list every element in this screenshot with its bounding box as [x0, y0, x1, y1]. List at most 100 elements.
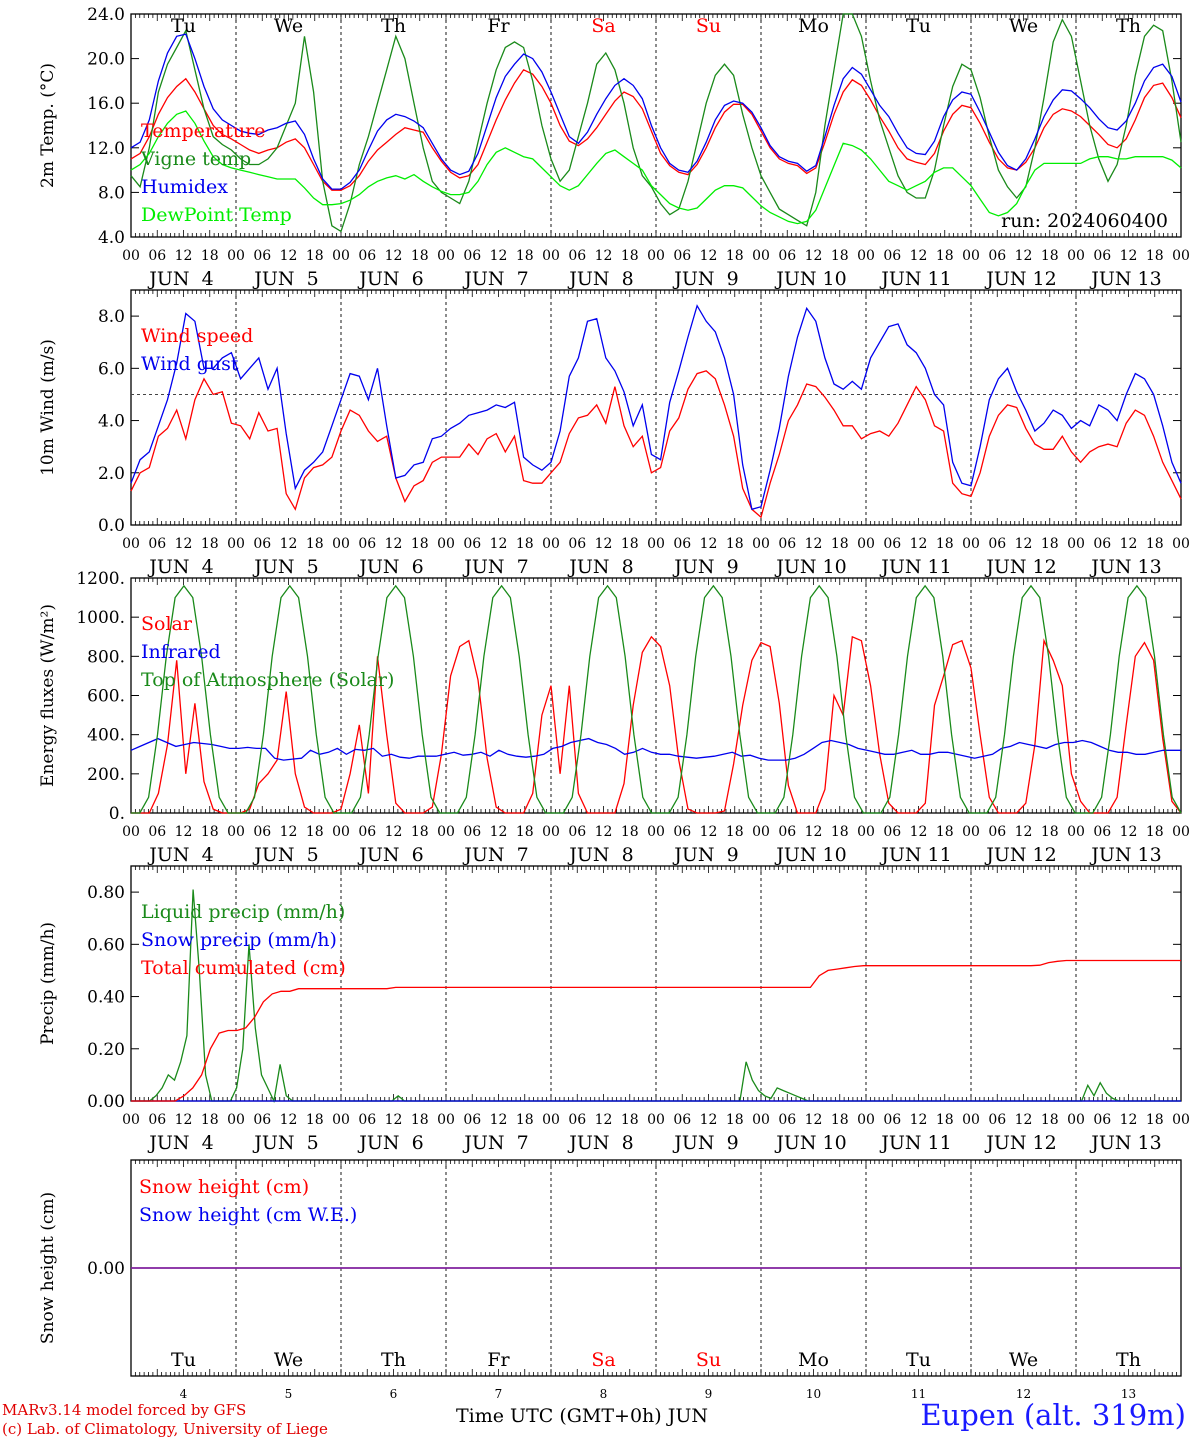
hour-tick-label: 12: [385, 248, 403, 264]
hour-tick-label: 12: [1120, 536, 1138, 552]
hour-tick-label: 18: [1041, 248, 1059, 264]
weekday-label: Su: [696, 15, 721, 37]
hour-tick-label: 06: [988, 824, 1006, 840]
hour-tick-label: 18: [201, 824, 219, 840]
hour-tick-label: 18: [516, 536, 534, 552]
hour-tick-label: 06: [253, 1112, 271, 1128]
hour-tick-label: 00: [962, 824, 980, 840]
date-label: JUN 5: [252, 844, 318, 866]
weekday-label: We: [1009, 1349, 1038, 1371]
hour-tick-label: 12: [595, 1112, 613, 1128]
date-label: JUN 10: [774, 556, 846, 578]
hour-tick-label: 18: [831, 824, 849, 840]
hour-tick-label: 06: [253, 824, 271, 840]
y-axis-label: Precip (mm/h): [38, 922, 58, 1045]
weekday-label: We: [1009, 15, 1038, 37]
hour-tick-label: 06: [778, 824, 796, 840]
hour-tick-label: 06: [778, 536, 796, 552]
legend-entry: Snow precip (mm/h): [141, 929, 337, 951]
hour-tick-label: 18: [1146, 248, 1164, 264]
hour-tick-label: 06: [568, 536, 586, 552]
hour-tick-label: 00: [857, 248, 875, 264]
hour-tick-label: 06: [148, 248, 166, 264]
hour-tick-label: 06: [148, 1112, 166, 1128]
hour-tick-label: 18: [726, 1112, 744, 1128]
hour-tick-label: 06: [1093, 248, 1111, 264]
hour-tick-label: 18: [201, 1112, 219, 1128]
hour-tick-label: 00: [122, 824, 140, 840]
hour-tick-label: 06: [673, 824, 691, 840]
hour-tick-label: 06: [1093, 1112, 1111, 1128]
legend-entry: Liquid precip (mm/h): [141, 901, 345, 923]
hour-tick-label: 00: [122, 248, 140, 264]
hour-tick-label: 06: [253, 248, 271, 264]
hour-tick-label: 18: [831, 536, 849, 552]
date-label: JUN 9: [672, 1132, 738, 1154]
hour-tick-label: 00: [1172, 1112, 1190, 1128]
hour-tick-label: 00: [542, 248, 560, 264]
hour-tick-label: 06: [883, 1112, 901, 1128]
y-tick-label: 200.: [87, 765, 125, 785]
hour-tick-label: 06: [673, 248, 691, 264]
weekday-label: Mo: [798, 1349, 829, 1371]
hour-tick-label: 18: [411, 1112, 429, 1128]
legend-entry: Wind speed: [141, 325, 253, 347]
date-label: JUN 12: [984, 268, 1056, 290]
hour-tick-label: 00: [1067, 1112, 1085, 1128]
hour-tick-label: 12: [805, 248, 823, 264]
date-label: JUN 11: [879, 556, 951, 578]
hour-tick-label: 06: [358, 824, 376, 840]
series-line-wind-gust: [130, 304, 1182, 511]
hour-tick-label: 00: [752, 1112, 770, 1128]
date-label: JUN 7: [462, 1132, 528, 1154]
hour-tick-label: 00: [647, 824, 665, 840]
hour-tick-label: 06: [568, 1112, 586, 1128]
weekday-label: Sa: [591, 1349, 615, 1371]
hour-tick-label: 00: [227, 248, 245, 264]
day-number-label: 9: [705, 1387, 713, 1401]
y-tick-label: 400.: [87, 726, 125, 746]
y-axis-label: Energy fluxes (W/m²): [38, 604, 58, 787]
date-label: JUN 10: [774, 1132, 846, 1154]
y-tick-label: 8.0: [98, 183, 125, 203]
weekday-label: Th: [381, 15, 406, 37]
hour-tick-label: 18: [201, 536, 219, 552]
date-label: JUN 9: [672, 844, 738, 866]
legend-entry: Solar: [141, 613, 193, 635]
weekday-label: Tu: [906, 15, 931, 37]
legend-entry: Infrared: [141, 641, 221, 663]
hour-tick-label: 00: [647, 1112, 665, 1128]
hour-tick-label: 00: [752, 824, 770, 840]
hour-tick-label: 12: [490, 824, 508, 840]
y-tick-label: 0.00: [87, 1092, 125, 1112]
date-label: JUN 5: [252, 556, 318, 578]
x-axis-title: Time UTC (GMT+0h) JUN: [456, 1405, 708, 1427]
hour-tick-label: 18: [621, 248, 639, 264]
hour-tick-label: 12: [700, 1112, 718, 1128]
hour-tick-label: 12: [700, 536, 718, 552]
date-label: JUN 4: [147, 268, 213, 290]
y-tick-label: 4.0: [98, 228, 125, 248]
y-axis-label: Snow height (cm): [38, 1192, 58, 1344]
hour-tick-label: 00: [542, 1112, 560, 1128]
hour-tick-label: 12: [910, 824, 928, 840]
hour-tick-label: 18: [726, 248, 744, 264]
y-tick-label: 24.0: [87, 5, 125, 25]
date-label: JUN 8: [567, 268, 633, 290]
legend-entry: Total cumulated (cm): [141, 957, 346, 979]
date-label: JUN 12: [984, 1132, 1056, 1154]
date-label: JUN 9: [672, 268, 738, 290]
hour-tick-label: 00: [332, 1112, 350, 1128]
day-number-label: 10: [806, 1387, 821, 1401]
hour-tick-label: 00: [962, 248, 980, 264]
y-tick-label: 20.0: [87, 50, 125, 70]
hour-tick-label: 06: [1093, 824, 1111, 840]
hour-tick-label: 12: [490, 248, 508, 264]
weekday-label: Tu: [171, 1349, 196, 1371]
weekday-label: Th: [381, 1349, 406, 1371]
hour-tick-label: 00: [1172, 824, 1190, 840]
hour-tick-label: 06: [988, 248, 1006, 264]
day-number-label: 5: [285, 1387, 293, 1401]
hour-tick-label: 06: [1093, 536, 1111, 552]
